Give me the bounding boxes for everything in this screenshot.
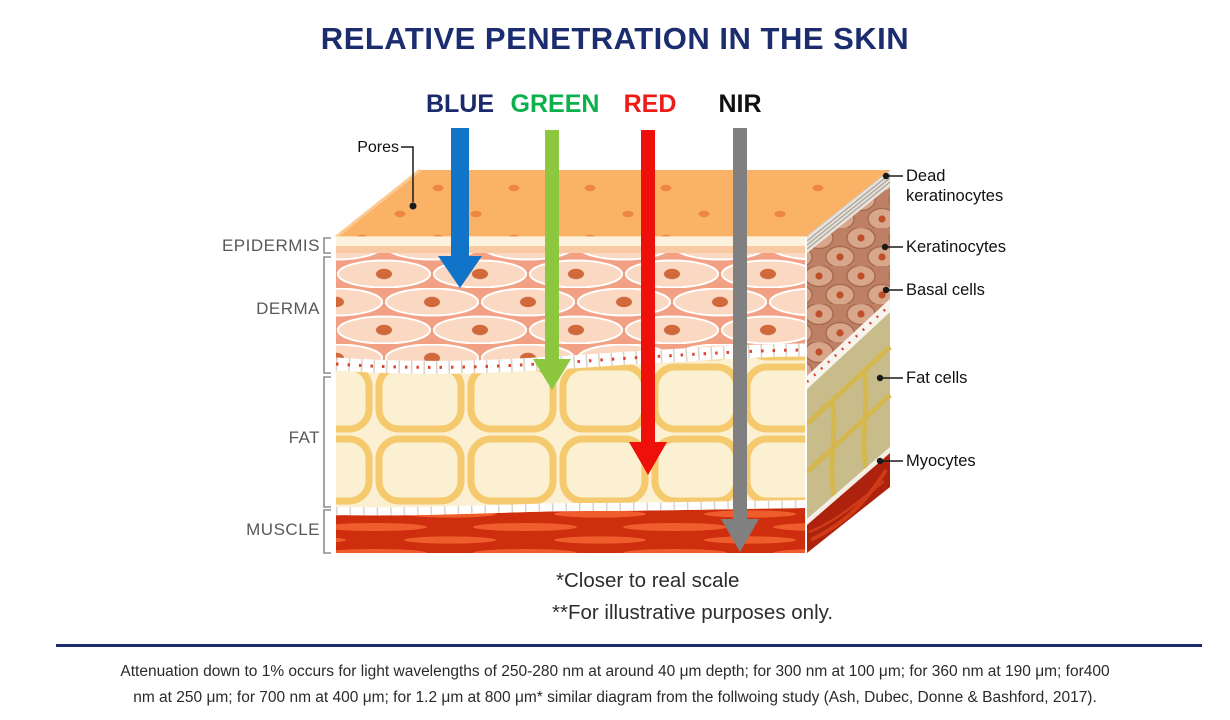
- keratinocytes-label: Keratinocytes: [906, 238, 1006, 256]
- fat-cells-label: Fat cells: [906, 369, 968, 387]
- basal-cells-dot: [882, 286, 890, 294]
- pores-leader-line: [401, 146, 414, 202]
- footnote-real-scale: *Closer to real scale: [556, 569, 740, 592]
- label-dots: [409, 172, 890, 465]
- myocytes-side: [807, 453, 890, 553]
- derma-bracket: [323, 256, 331, 374]
- epidermis-bracket: [323, 237, 331, 254]
- muscle-bracket: [323, 509, 331, 554]
- fat-cells-dot: [876, 374, 884, 382]
- basal-cells-side: [806, 299, 891, 389]
- footer-caption-line1: Attenuation down to 1% occurs for light …: [120, 663, 1110, 680]
- light-beam-arrows: [438, 128, 759, 552]
- footer-caption: Attenuation down to 1% occurs for light …: [0, 659, 1230, 710]
- blue-arrow: [438, 128, 482, 288]
- dead-keratinocytes-side: [806, 170, 891, 253]
- keratinocytes-dot: [881, 243, 889, 251]
- nir-arrow: [721, 128, 759, 552]
- layer-label-fat: FAT: [288, 428, 320, 447]
- epidermis-layer: [336, 237, 806, 246]
- layer-label-derma: DERMA: [256, 299, 320, 318]
- beam-label-nir: NIR: [718, 90, 762, 118]
- dead-keratinocytes-label: Dead keratinocytes: [906, 167, 1004, 205]
- leader-lines: [401, 146, 903, 462]
- pores-dot: [409, 202, 417, 210]
- skin-block-side-face: [805, 169, 892, 553]
- footer-caption-line2: nm at 250 μm; for 700 nm at 400 μm; for …: [133, 688, 1097, 706]
- keratinocytes-side: [807, 186, 890, 376]
- beam-label-blue: BLUE: [425, 90, 495, 118]
- layer-brackets: [323, 237, 331, 554]
- beam-label-green: GREEN: [510, 90, 600, 118]
- myocytes-dot: [876, 457, 884, 465]
- skin-block-top-face: [335, 168, 890, 239]
- dead-keratinocytes-dot: [882, 172, 890, 180]
- basal-cells-band: [335, 343, 807, 374]
- footnote-illustrative: **For illustrative purposes only.: [552, 601, 834, 624]
- basal-cells-label: Basal cells: [906, 281, 985, 299]
- pores-label: Pores: [357, 139, 399, 156]
- myocytes-label: Myocytes: [906, 452, 976, 470]
- green-arrow: [533, 130, 571, 390]
- layer-label-epidermis: EPIDERMIS: [221, 236, 320, 255]
- muscle-layer: [336, 508, 806, 553]
- beam-label-red: RED: [623, 90, 677, 118]
- fat-bracket: [323, 376, 331, 508]
- skin-block-front-face: [335, 237, 807, 553]
- page-title: RELATIVE PENETRATION IN THE SKIN: [320, 21, 910, 56]
- layer-label-muscle: MUSCLE: [246, 520, 320, 539]
- divider-line: [56, 644, 1202, 647]
- red-arrow: [629, 130, 667, 475]
